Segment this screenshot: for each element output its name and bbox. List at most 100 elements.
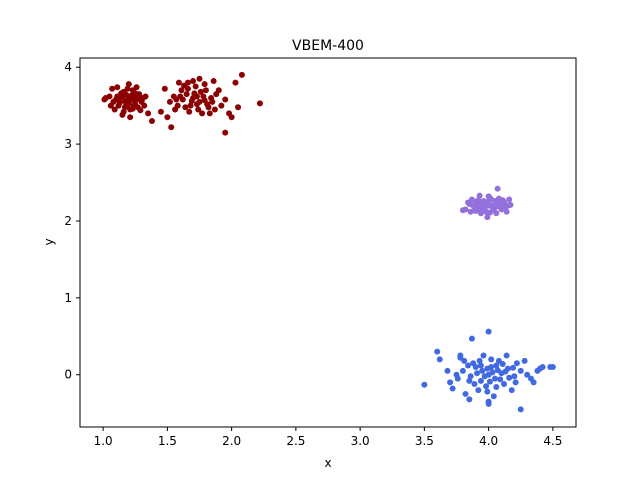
- data-point: [196, 75, 203, 82]
- data-point: [166, 98, 173, 105]
- data-point: [513, 360, 520, 367]
- data-point: [222, 96, 229, 103]
- data-point: [488, 364, 495, 371]
- data-point: [499, 360, 506, 367]
- data-point: [462, 390, 469, 397]
- data-point: [188, 98, 195, 105]
- data-point: [481, 373, 488, 380]
- data-point: [148, 118, 155, 125]
- data-point: [485, 328, 492, 335]
- data-point: [481, 204, 488, 211]
- data-point: [459, 207, 466, 214]
- data-point: [114, 93, 121, 100]
- data-point: [524, 371, 531, 378]
- data-point: [484, 198, 491, 205]
- data-point: [157, 108, 164, 115]
- data-point: [488, 356, 495, 363]
- data-point: [195, 106, 202, 113]
- data-point: [208, 94, 215, 101]
- data-point: [182, 104, 189, 111]
- x-tick-label: 4.5: [543, 434, 562, 448]
- data-point: [467, 208, 474, 215]
- data-point: [485, 193, 492, 200]
- data-point: [493, 362, 500, 369]
- data-point: [517, 367, 524, 374]
- y-tick-label: 4: [64, 60, 72, 74]
- data-point: [483, 383, 490, 390]
- data-point: [190, 78, 197, 85]
- data-point: [201, 97, 208, 104]
- data-point: [107, 102, 114, 109]
- data-point: [484, 388, 491, 395]
- data-point: [467, 373, 474, 380]
- x-axis: 1.0 1.5 2.0 2.5 3.0 3.5 4.0 4.5: [94, 427, 562, 448]
- data-point: [476, 357, 483, 364]
- data-point: [222, 129, 229, 136]
- data-point: [175, 79, 182, 86]
- data-point: [466, 396, 473, 403]
- y-tick-label: 1: [64, 291, 72, 305]
- series-1: [459, 185, 514, 221]
- data-point: [454, 375, 461, 382]
- data-point: [444, 367, 451, 374]
- data-point: [465, 199, 472, 206]
- data-point: [492, 375, 499, 382]
- data-point: [494, 367, 501, 374]
- data-point: [517, 406, 524, 413]
- data-point: [256, 100, 263, 107]
- data-point: [521, 357, 528, 364]
- series-2: [421, 328, 556, 413]
- data-point: [235, 104, 242, 111]
- x-tick-label: 1.5: [158, 434, 177, 448]
- data-point: [130, 97, 137, 104]
- data-point: [512, 379, 519, 386]
- chart-title: VBEM-400: [292, 38, 364, 54]
- data-point: [161, 85, 168, 92]
- data-point: [168, 124, 175, 131]
- data-point: [477, 362, 484, 369]
- data-point: [549, 364, 556, 371]
- data-point: [466, 377, 473, 384]
- x-tick-label: 3.0: [351, 434, 370, 448]
- y-axis: 0 1 2 3 4: [64, 60, 80, 382]
- y-tick-label: 2: [64, 214, 72, 228]
- x-tick-label: 4.0: [479, 434, 498, 448]
- data-point: [470, 360, 477, 367]
- data-point: [457, 352, 464, 359]
- data-point: [145, 110, 152, 117]
- data-point: [493, 384, 500, 391]
- data-point: [510, 364, 517, 371]
- data-point: [434, 348, 441, 355]
- data-point: [537, 365, 544, 372]
- data-point: [494, 185, 501, 192]
- data-point: [493, 203, 500, 210]
- data-point: [172, 106, 179, 113]
- data-point: [506, 196, 513, 203]
- data-point: [479, 367, 486, 374]
- data-point: [485, 400, 492, 407]
- x-tick-label: 2.5: [286, 434, 305, 448]
- x-tick-label: 3.5: [415, 434, 434, 448]
- data-point: [173, 96, 180, 103]
- data-point: [101, 96, 108, 103]
- data-point: [129, 105, 136, 112]
- data-point: [202, 87, 209, 94]
- data-point: [506, 374, 513, 381]
- data-point: [477, 200, 484, 207]
- data-point: [486, 209, 493, 216]
- data-point: [474, 370, 481, 377]
- data-point: [116, 99, 123, 106]
- y-tick-label: 0: [64, 368, 72, 382]
- data-point: [111, 106, 118, 113]
- data-point: [477, 377, 484, 384]
- data-point: [186, 108, 193, 115]
- data-point: [528, 375, 535, 382]
- data-point: [472, 207, 479, 214]
- data-point: [490, 393, 497, 400]
- data-point: [484, 214, 491, 221]
- data-point: [133, 84, 140, 91]
- data-point: [228, 114, 235, 121]
- data-point: [201, 81, 208, 88]
- data-point: [497, 376, 504, 383]
- data-point: [125, 81, 132, 88]
